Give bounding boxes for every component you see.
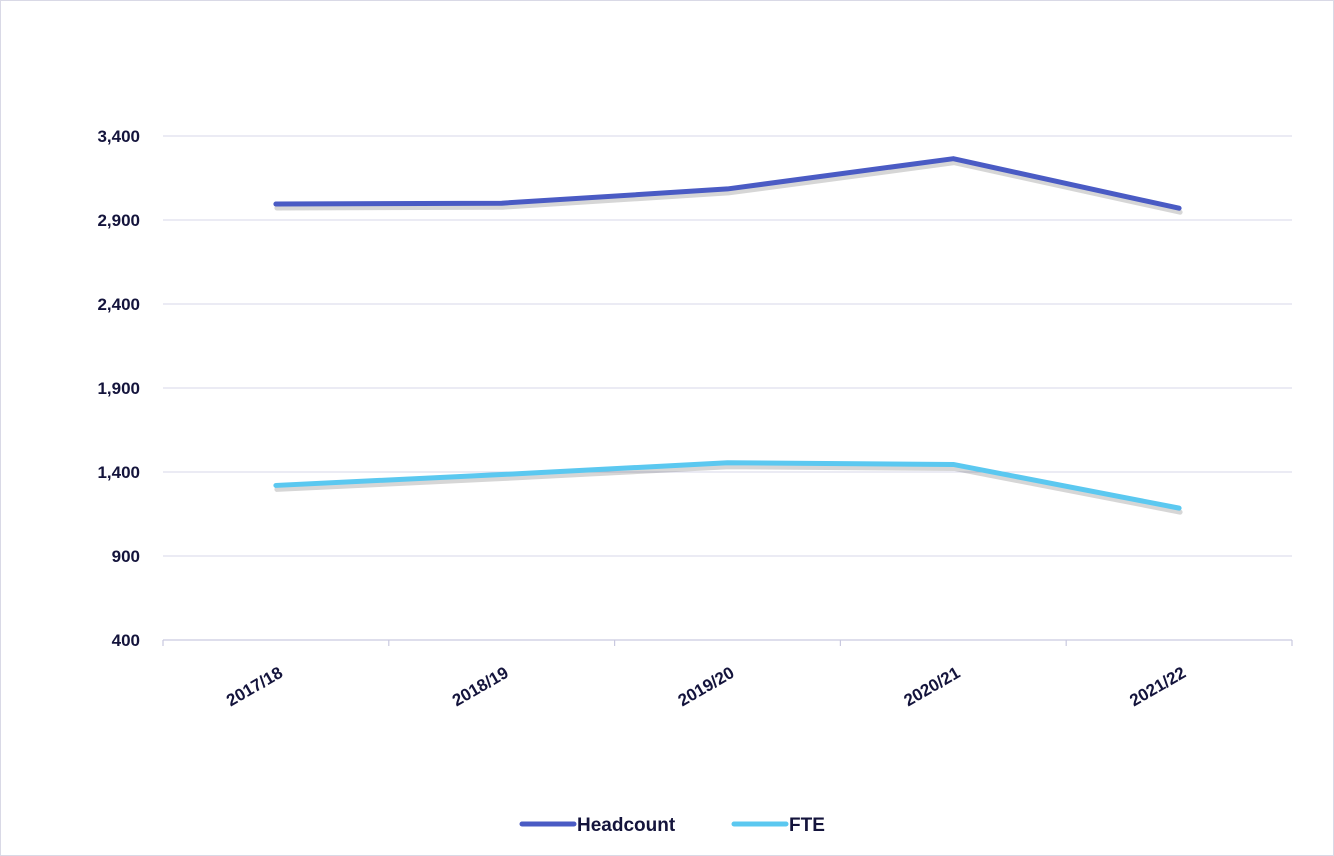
x-axis — [162, 639, 1293, 646]
x-tick-label: 2017/18 — [223, 663, 286, 710]
series-shadow — [274, 160, 1183, 215]
x-tick-label: 2020/21 — [901, 663, 964, 710]
y-tick-label: 1,900 — [97, 379, 140, 398]
y-tick-label: 1,400 — [97, 463, 140, 482]
series-shadow — [274, 464, 1183, 515]
y-tick-label: 900 — [112, 547, 140, 566]
gridlines — [163, 135, 1292, 557]
y-tick-label: 2,400 — [97, 295, 140, 314]
y-tick-label: 2,900 — [97, 211, 140, 230]
x-axis-tick-labels: 2017/18 2018/19 2019/20 2020/21 2021/22 — [223, 663, 1189, 710]
legend-label: Headcount — [577, 815, 676, 836]
x-tick-label: 2021/22 — [1126, 663, 1189, 710]
legend-label: FTE — [789, 815, 825, 836]
legend: Headcount FTE — [519, 815, 825, 836]
y-tick-label: 3,400 — [97, 127, 140, 146]
series-lines — [273, 156, 1183, 515]
x-tick-label: 2019/20 — [675, 663, 738, 710]
y-axis-tick-labels: 400 900 1,400 1,900 2,400 2,900 3,400 — [97, 127, 140, 650]
y-tick-label: 400 — [112, 631, 140, 650]
x-tick-label: 2018/19 — [449, 663, 512, 710]
